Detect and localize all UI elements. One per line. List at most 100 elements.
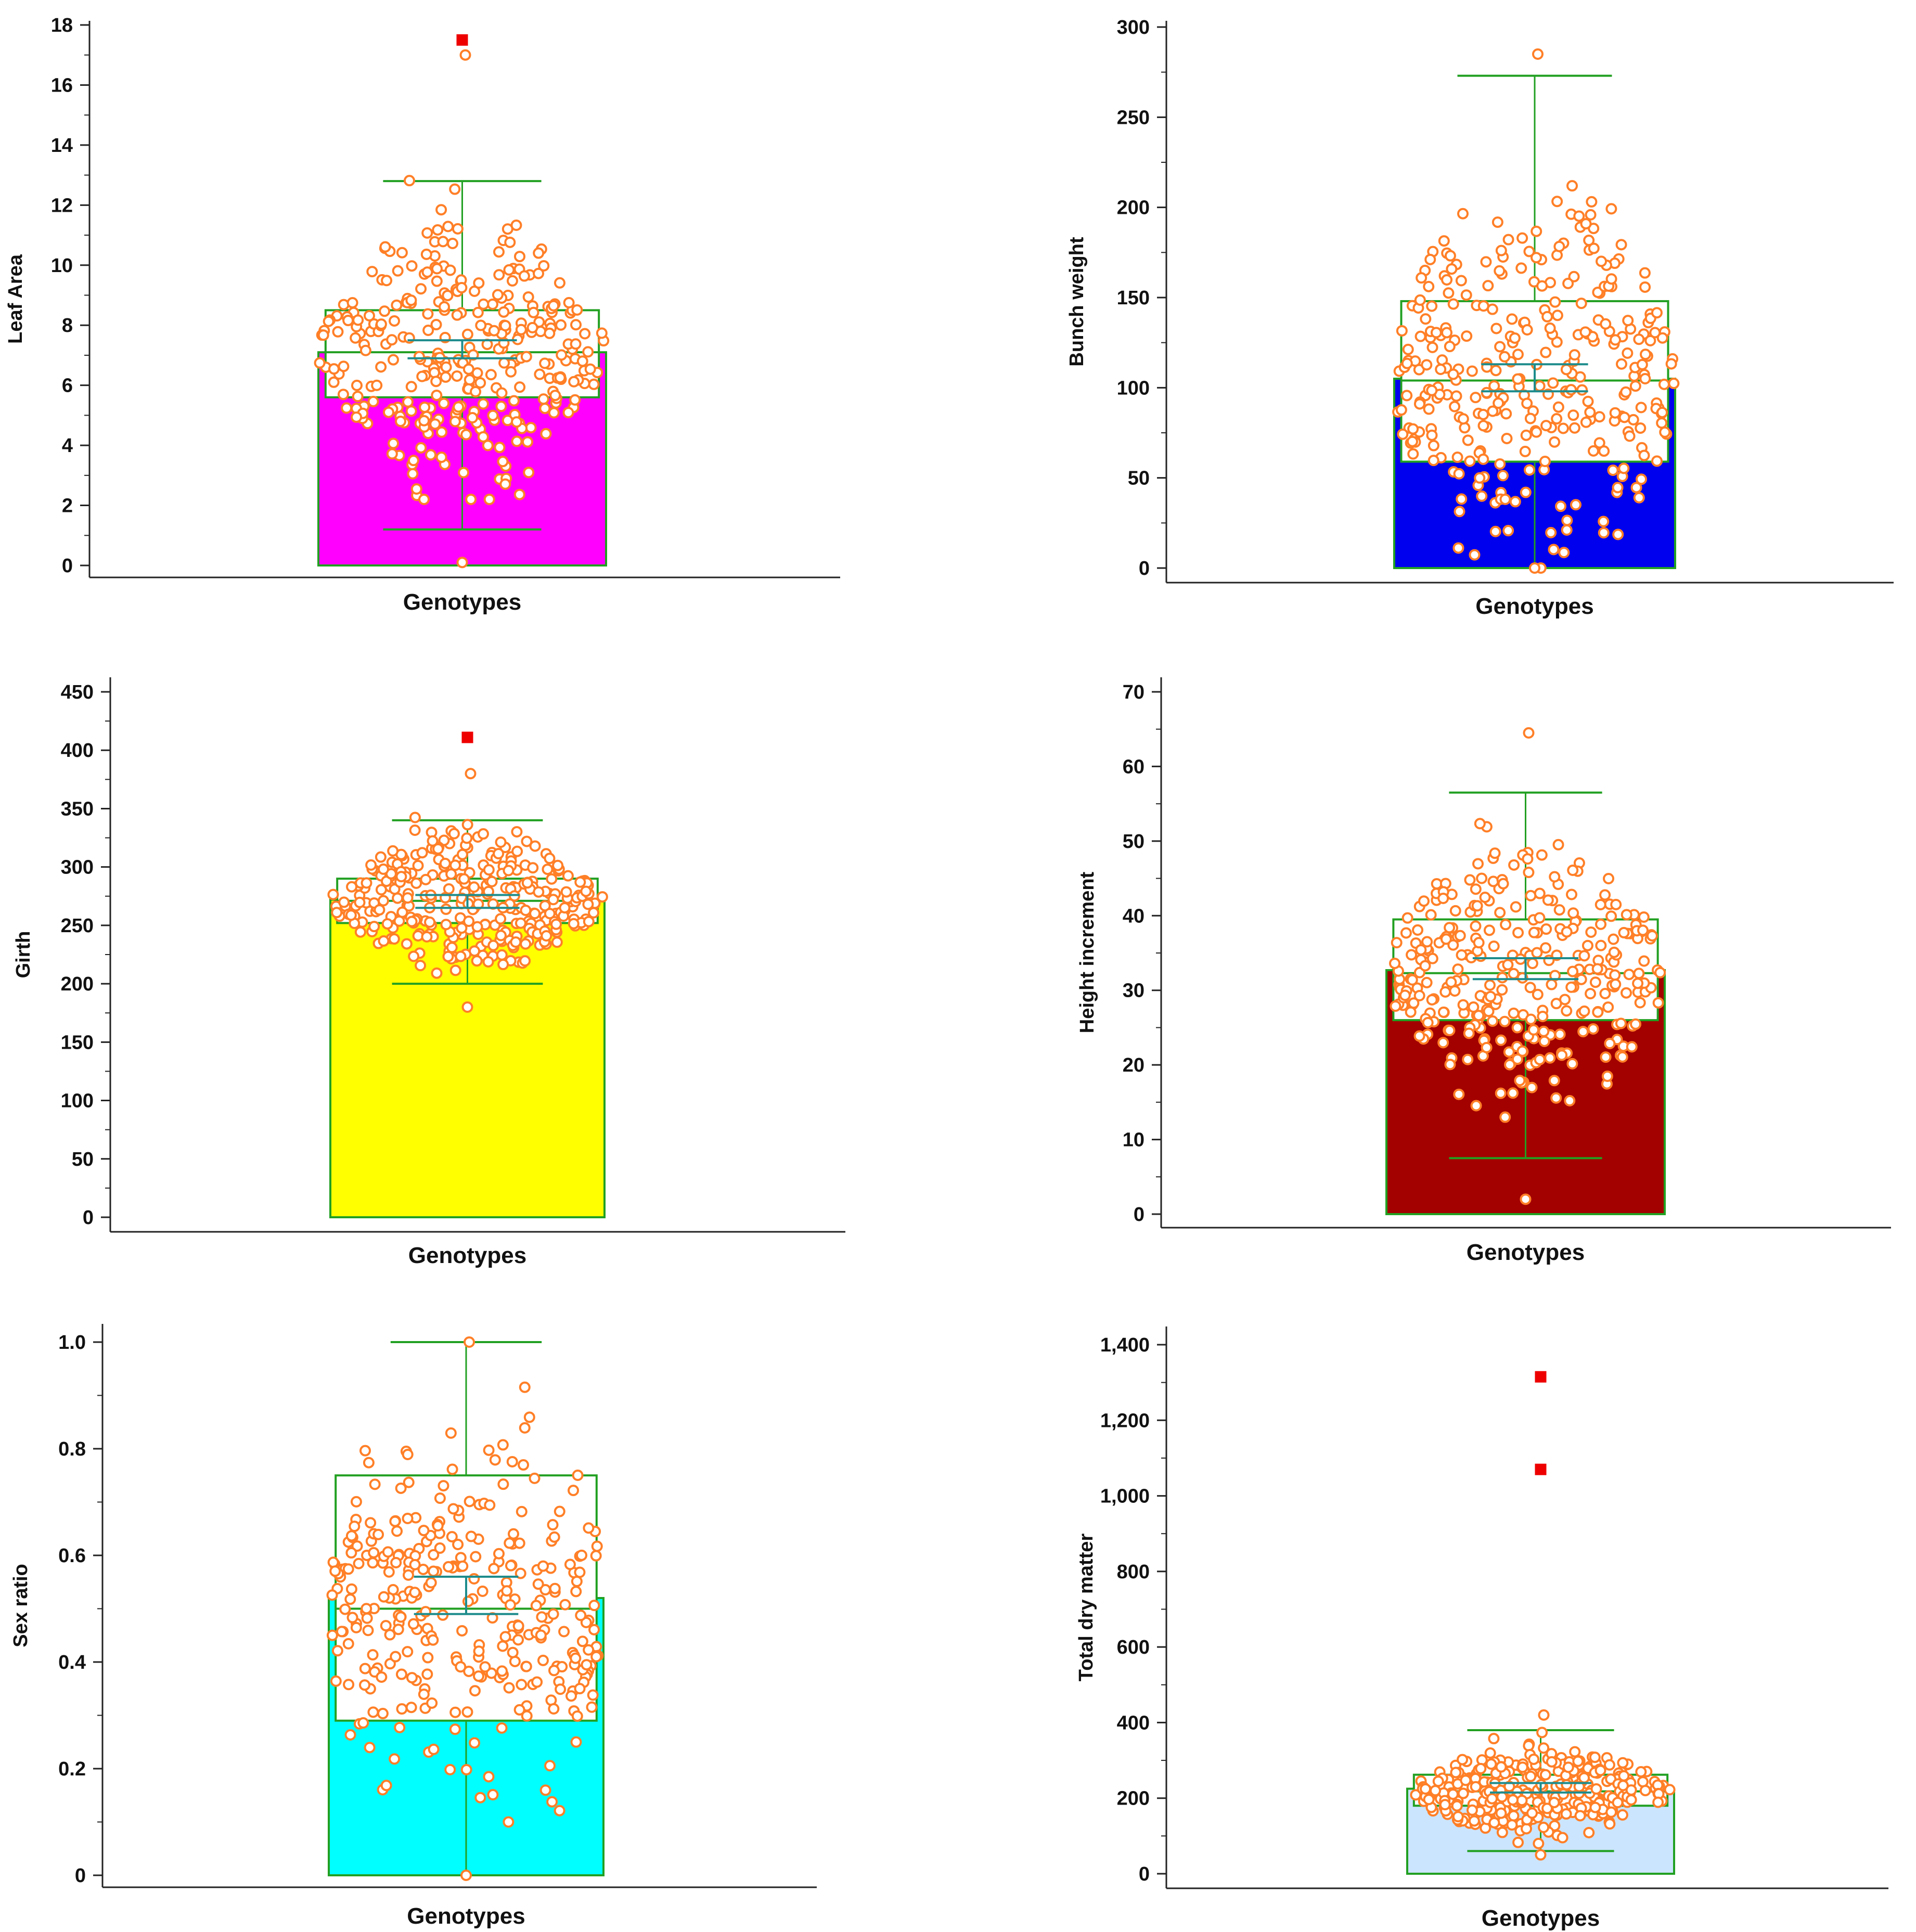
data-point (550, 918, 562, 930)
data-point (452, 223, 464, 235)
data-point (1604, 1037, 1616, 1049)
data-point (365, 1517, 377, 1529)
data-point (331, 1645, 343, 1657)
data-point (1508, 1810, 1520, 1822)
data-point (425, 449, 437, 461)
data-point (421, 931, 433, 943)
data-point (1549, 871, 1561, 883)
data-point (1509, 332, 1521, 344)
data-point (1496, 1826, 1508, 1838)
data-point (382, 1546, 394, 1558)
data-point (496, 1665, 508, 1677)
data-point (1444, 922, 1456, 934)
data-point (1390, 1000, 1401, 1012)
data-point (1457, 413, 1469, 425)
data-point (529, 908, 541, 920)
data-point (1561, 926, 1573, 938)
data-point (440, 361, 452, 373)
data-point (508, 395, 520, 407)
data-point (1567, 965, 1579, 977)
data-point (1523, 464, 1535, 476)
data-point (493, 246, 505, 258)
data-point (1636, 358, 1648, 370)
data-point (1652, 1796, 1664, 1808)
data-point (1598, 445, 1610, 457)
data-point (422, 1652, 434, 1664)
data-point (1609, 407, 1621, 419)
data-point (350, 1621, 362, 1633)
data-point (345, 909, 357, 921)
data-point (1430, 327, 1442, 339)
data-point (1499, 1015, 1511, 1027)
data-point (1423, 403, 1435, 415)
data-point (469, 1685, 481, 1697)
data-point (409, 825, 421, 836)
y-tick-label: 20 (1123, 1054, 1145, 1076)
data-point (487, 1789, 499, 1801)
data-point (574, 1683, 586, 1695)
data-point (405, 381, 417, 393)
data-point-max (459, 49, 471, 61)
data-point (1610, 978, 1622, 990)
data-point (377, 1708, 389, 1720)
data-point (460, 1763, 472, 1775)
data-point (570, 338, 582, 350)
data-point (1617, 1757, 1629, 1769)
data-point (583, 1644, 595, 1656)
data-point (485, 369, 497, 381)
data-point (453, 401, 465, 413)
data-point (1475, 1762, 1487, 1774)
data-point (456, 281, 468, 293)
data-point (515, 917, 526, 929)
data-point (580, 1616, 592, 1628)
data-point (464, 1496, 475, 1508)
data-point (1557, 1832, 1568, 1844)
data-point (1412, 924, 1424, 936)
data-point (359, 344, 371, 356)
data-point (1407, 448, 1419, 460)
data-point (541, 930, 552, 942)
y-tick-label: 70 (1123, 681, 1145, 703)
data-point (339, 1603, 351, 1615)
data-point (1488, 1733, 1500, 1745)
data-point (361, 877, 372, 889)
data-point (463, 1665, 475, 1677)
data-point (474, 1792, 486, 1804)
data-point (568, 376, 580, 388)
data-point (569, 394, 581, 406)
data-point (488, 1563, 500, 1575)
data-point (1600, 1051, 1612, 1063)
data-point (582, 346, 594, 358)
data-point (432, 224, 444, 236)
data-point (344, 1729, 356, 1741)
y-tick-label: 0 (1134, 1204, 1145, 1226)
data-point (1630, 1018, 1642, 1030)
data-point (1534, 912, 1546, 924)
data-point (342, 1563, 354, 1575)
data-point (528, 306, 539, 318)
data-point (571, 1576, 583, 1588)
data-point (1447, 368, 1459, 380)
data-point (1512, 926, 1524, 938)
data-point (1598, 527, 1610, 539)
data-point (439, 301, 451, 313)
data-point (523, 1411, 535, 1423)
data-point (495, 836, 507, 848)
data-point (504, 1537, 516, 1549)
data-point (389, 1753, 401, 1765)
data-point (1507, 1087, 1519, 1099)
data-point (326, 1629, 338, 1641)
data-point (547, 894, 559, 906)
data-point (1622, 315, 1634, 327)
data-point (544, 908, 556, 920)
data-point (1391, 937, 1403, 949)
data-point (1578, 1005, 1590, 1017)
data-point (1524, 982, 1536, 994)
data-point (1603, 1759, 1615, 1771)
data-point (396, 906, 408, 918)
y-tick-label: 14 (51, 135, 73, 157)
data-point (1580, 218, 1592, 230)
data-point (1615, 1017, 1627, 1029)
data-point (1651, 307, 1663, 319)
